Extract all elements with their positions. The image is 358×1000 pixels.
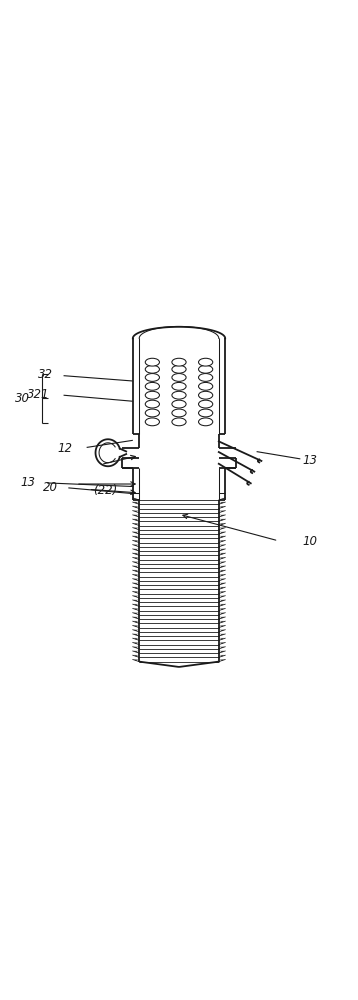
Ellipse shape	[199, 409, 213, 417]
Ellipse shape	[199, 400, 213, 408]
Text: 13: 13	[20, 476, 35, 489]
Ellipse shape	[172, 409, 186, 417]
Ellipse shape	[145, 358, 159, 366]
Text: 12: 12	[57, 442, 72, 455]
Ellipse shape	[145, 365, 159, 373]
Ellipse shape	[199, 358, 213, 366]
Ellipse shape	[172, 374, 186, 381]
Text: 20: 20	[43, 481, 58, 494]
Ellipse shape	[172, 391, 186, 399]
Text: (22): (22)	[93, 484, 117, 497]
Text: 10: 10	[303, 535, 318, 548]
Ellipse shape	[145, 409, 159, 417]
Ellipse shape	[172, 365, 186, 373]
Ellipse shape	[145, 382, 159, 390]
Ellipse shape	[199, 418, 213, 426]
Ellipse shape	[199, 382, 213, 390]
Ellipse shape	[172, 358, 186, 366]
Ellipse shape	[145, 418, 159, 426]
Text: 321: 321	[27, 388, 49, 401]
Ellipse shape	[145, 374, 159, 381]
Ellipse shape	[199, 374, 213, 381]
Text: 13: 13	[303, 454, 318, 467]
Ellipse shape	[145, 391, 159, 399]
Text: 32: 32	[38, 368, 53, 381]
Ellipse shape	[199, 391, 213, 399]
Text: 30: 30	[14, 392, 29, 405]
Ellipse shape	[172, 400, 186, 408]
Ellipse shape	[199, 365, 213, 373]
Ellipse shape	[145, 400, 159, 408]
Ellipse shape	[172, 382, 186, 390]
Ellipse shape	[172, 418, 186, 426]
